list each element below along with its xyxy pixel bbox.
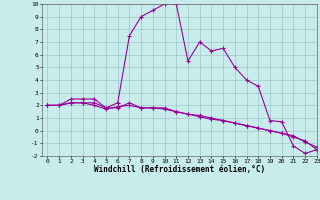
X-axis label: Windchill (Refroidissement éolien,°C): Windchill (Refroidissement éolien,°C) xyxy=(94,165,265,174)
